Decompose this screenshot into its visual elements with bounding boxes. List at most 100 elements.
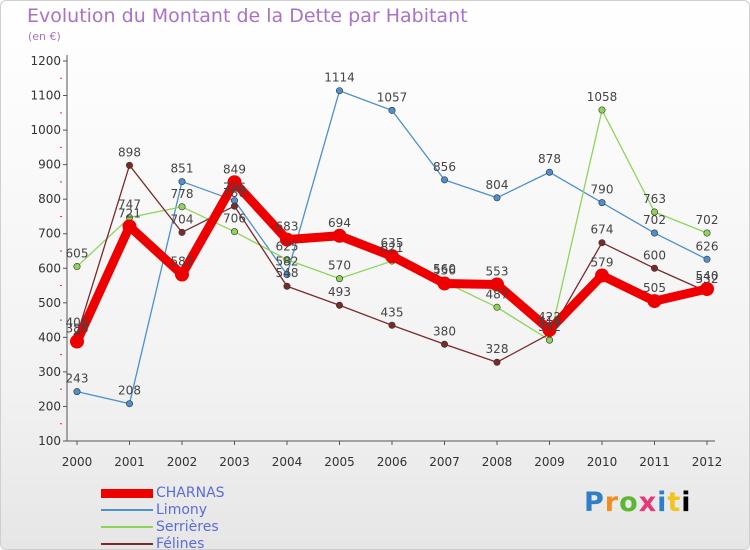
y-tick-label: 600	[38, 261, 61, 275]
legend-item: Serrières	[101, 519, 301, 536]
data-label: 505	[643, 281, 666, 295]
data-point	[73, 388, 81, 396]
x-tick-label: 2009	[534, 455, 565, 469]
data-label: 380	[433, 324, 456, 338]
data-label: 406	[66, 315, 89, 329]
data-label: 778	[171, 187, 194, 201]
data-label: 392	[538, 320, 561, 334]
legend-swatch	[101, 488, 153, 498]
y-tick-label: 700	[38, 227, 61, 241]
data-point	[178, 228, 186, 236]
data-label: 621	[381, 241, 404, 255]
data-label: 579	[591, 256, 614, 270]
data-label: 605	[66, 247, 89, 261]
data-label: 328	[486, 342, 509, 356]
data-point	[70, 334, 84, 349]
data-point	[493, 358, 501, 366]
data-label: 674	[591, 223, 614, 237]
data-point	[385, 249, 399, 264]
data-point	[595, 268, 609, 283]
data-point	[283, 256, 291, 264]
chart-title: Evolution du Montant de la Dette par Hab…	[27, 5, 468, 27]
data-point	[73, 263, 81, 271]
legend-swatch	[101, 526, 153, 528]
data-label: 804	[486, 178, 509, 192]
data-point	[598, 199, 606, 207]
data-label: 625	[276, 240, 299, 254]
legend-item: CHARNAS	[101, 485, 301, 502]
data-point	[437, 276, 452, 291]
data-label: 435	[381, 305, 404, 319]
data-label: 556	[433, 263, 456, 277]
data-label: 851	[171, 162, 194, 176]
x-tick-label: 2011	[639, 455, 670, 469]
logo-letter: i	[681, 487, 692, 518]
data-label: 849	[223, 162, 246, 176]
data-label: 1114	[324, 71, 355, 85]
logo-letter: t	[667, 487, 682, 518]
data-label: 493	[328, 285, 351, 299]
data-label: 796	[223, 181, 246, 195]
data-label: 702	[696, 213, 719, 227]
x-tick-label: 2006	[377, 455, 408, 469]
data-point	[598, 239, 606, 247]
chart-axes: 100 200 300 400 500 600 700 800 900 1000 1100 1200 2…	[30, 54, 722, 469]
data-point	[231, 202, 239, 210]
data-label: 694	[328, 216, 351, 230]
data-point	[493, 303, 501, 311]
data-label: 747	[118, 197, 141, 211]
data-label: 702	[643, 213, 666, 227]
data-label: 540	[696, 269, 719, 283]
data-label: 898	[118, 145, 141, 159]
data-label: 422	[538, 310, 561, 324]
data-label: 548	[276, 266, 299, 280]
y-tick-label: 500	[38, 296, 61, 310]
data-point	[178, 203, 186, 211]
legend-swatch	[101, 543, 153, 545]
data-point	[650, 208, 658, 216]
data-point	[280, 232, 294, 247]
data-labels: 243 208 851 796 582 1114 1057 856 804 878 790 702 62…	[66, 71, 719, 398]
series-points	[70, 87, 714, 408]
data-label: 582	[276, 254, 299, 268]
data-label: 582	[171, 254, 194, 268]
y-tick-label: 400	[38, 330, 61, 344]
x-tick-label: 2010	[587, 455, 618, 469]
data-point	[545, 336, 553, 344]
x-tick-label: 2003	[219, 455, 250, 469]
y-tick-label: 200	[38, 399, 61, 413]
data-label: 553	[486, 265, 509, 279]
y-tick-label: 100	[38, 434, 61, 448]
data-point	[332, 228, 347, 243]
data-point	[493, 194, 501, 202]
data-point	[490, 277, 504, 292]
data-point	[175, 267, 189, 282]
logo-letter: x	[638, 487, 658, 518]
legend-swatch	[101, 509, 153, 511]
y-tick-label: 900	[38, 158, 61, 172]
y-tick-label: 1100	[30, 89, 61, 103]
data-point	[283, 282, 291, 290]
data-label: 790	[591, 183, 614, 197]
data-label: 780	[223, 186, 246, 200]
data-point	[388, 321, 396, 329]
legend-item: Félines	[101, 536, 301, 550]
data-point	[650, 264, 658, 272]
x-tick-label: 2001	[114, 455, 145, 469]
data-point	[700, 282, 714, 296]
data-label: 487	[486, 287, 509, 301]
y-tick-label: 800	[38, 192, 61, 206]
legend-label: CHARNAS	[156, 485, 225, 501]
x-tick-label: 2008	[482, 455, 513, 469]
y-tick-label: 1000	[30, 123, 61, 137]
proxiti-logo: Proxiti	[584, 487, 692, 518]
data-point	[388, 106, 396, 114]
legend-label: Félines	[156, 536, 205, 550]
data-label: 570	[328, 259, 351, 273]
data-label: 388	[66, 322, 89, 336]
data-label: 721	[118, 206, 141, 220]
y-tick-label: 1200	[30, 54, 61, 68]
data-label: 704	[171, 212, 194, 226]
